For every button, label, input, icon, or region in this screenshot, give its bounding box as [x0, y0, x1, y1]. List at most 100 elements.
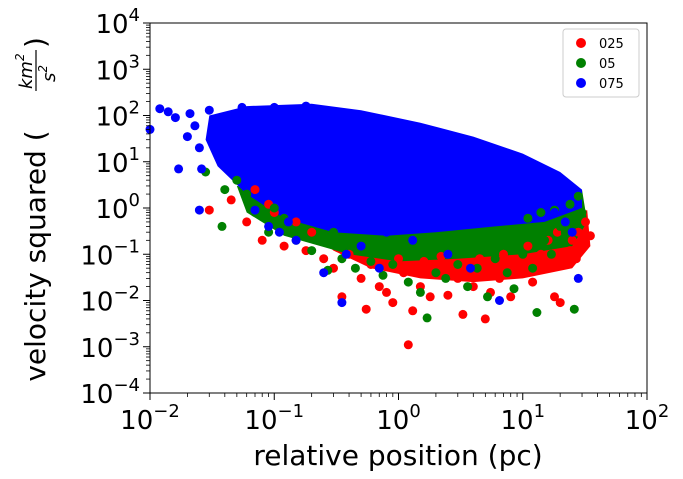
point-075-51 — [550, 208, 559, 217]
point-05-49 — [536, 208, 546, 217]
point-05-17 — [453, 260, 463, 269]
y-label-numerator: km2 — [13, 53, 37, 89]
point-075-48 — [518, 178, 528, 188]
cloud-075 — [205, 103, 582, 236]
point-05-48 — [523, 213, 533, 223]
point-05-16 — [441, 273, 451, 283]
point-025-15 — [403, 340, 413, 350]
point-075-45 — [490, 161, 500, 171]
legend: 025 05 075 — [562, 28, 640, 98]
point-025-27 — [506, 292, 516, 302]
point-075-26 — [307, 107, 317, 117]
point-075-28 — [319, 268, 329, 278]
point-05-19 — [472, 263, 482, 273]
y-tick-label-0: 10−4 — [80, 375, 140, 410]
point-025-1 — [226, 195, 236, 205]
point-05-30 — [560, 227, 570, 237]
point-075-25 — [301, 101, 311, 111]
point-025-48 — [512, 256, 522, 266]
point-025-47 — [499, 249, 508, 259]
point-075-35 — [374, 263, 384, 273]
y-tick-label-4: 100 — [95, 190, 140, 225]
point-075-54 — [573, 273, 583, 283]
point-05-38 — [480, 241, 490, 251]
point-025-16 — [408, 306, 418, 316]
point-075-46 — [495, 296, 504, 305]
point-075-43 — [466, 263, 475, 273]
point-05-14 — [422, 313, 432, 323]
point-075-15 — [237, 102, 247, 112]
point-05-45 — [269, 203, 279, 213]
point-075-47 — [506, 171, 516, 181]
point-025-26 — [495, 273, 504, 283]
point-05-33 — [573, 191, 583, 201]
point-05-23 — [509, 284, 519, 294]
point-05-46 — [242, 189, 252, 199]
point-025-36 — [577, 241, 587, 251]
point-075-42 — [453, 145, 463, 155]
y-tick-label-5: 101 — [95, 144, 140, 179]
point-05-18 — [463, 282, 473, 292]
ticks-layer — [143, 22, 648, 400]
point-05-37 — [512, 231, 522, 241]
y-tick-label-3: 10−1 — [80, 236, 140, 271]
y-tick-label-2: 10−2 — [80, 283, 140, 318]
point-075-3 — [170, 113, 180, 123]
point-025-38 — [585, 231, 595, 241]
point-075-9 — [197, 164, 207, 174]
point-025-54 — [571, 254, 581, 264]
point-025-11 — [374, 282, 384, 292]
y-axis-label-text: velocity squared ( — [19, 130, 52, 381]
x-tick-label-0: 10−2 — [120, 401, 180, 436]
point-025-0 — [204, 205, 214, 215]
legend-label-025: 025 — [599, 37, 624, 52]
point-05-40 — [412, 249, 422, 259]
point-075-20 — [264, 221, 274, 231]
y-tick-label-7: 103 — [95, 51, 140, 86]
point-025-6 — [319, 254, 329, 264]
point-075-11 — [213, 115, 223, 125]
points-layer — [145, 101, 595, 350]
y-tick-label-1: 10−3 — [80, 329, 140, 364]
point-075-10 — [204, 105, 214, 115]
point-025-42 — [419, 256, 429, 266]
point-025-9 — [356, 273, 366, 283]
point-025-13 — [388, 298, 398, 308]
x-tick-label-2: 100 — [376, 401, 421, 436]
point-05-50 — [217, 221, 227, 231]
point-025-50 — [536, 249, 546, 259]
point-05-22 — [502, 268, 512, 278]
point-05-21 — [490, 254, 500, 264]
point-025-55 — [307, 227, 317, 237]
x-tick-label-3: 101 — [500, 401, 545, 436]
point-075-16 — [242, 175, 252, 185]
point-05-47 — [232, 175, 242, 185]
point-05-43 — [329, 227, 338, 237]
point-025-12 — [382, 287, 391, 297]
point-075-55 — [194, 205, 204, 215]
point-025-24 — [480, 314, 490, 324]
point-075-4 — [174, 164, 184, 174]
point-025-14 — [399, 268, 409, 278]
point-075-31 — [341, 249, 351, 259]
y-tick-label-8: 104 — [95, 5, 140, 40]
point-075-2 — [163, 107, 173, 117]
point-025-10 — [361, 304, 371, 314]
point-075-27 — [312, 113, 322, 123]
point-075-5 — [182, 132, 192, 142]
point-05-11 — [388, 260, 398, 269]
point-075-37 — [394, 124, 403, 134]
x-tick-label-4: 102 — [625, 401, 670, 436]
point-05-12 — [403, 277, 413, 287]
point-025-22 — [458, 309, 468, 319]
point-025-32 — [555, 298, 565, 308]
point-075-22 — [274, 227, 284, 237]
point-075-34 — [366, 118, 376, 128]
point-025-20 — [443, 290, 453, 300]
point-025-21 — [453, 273, 463, 283]
y-label-close-paren: ) — [19, 37, 52, 48]
point-025-46 — [490, 263, 500, 273]
point-075-50 — [540, 195, 550, 205]
point-075-24 — [291, 235, 301, 245]
point-075-39 — [415, 132, 425, 142]
